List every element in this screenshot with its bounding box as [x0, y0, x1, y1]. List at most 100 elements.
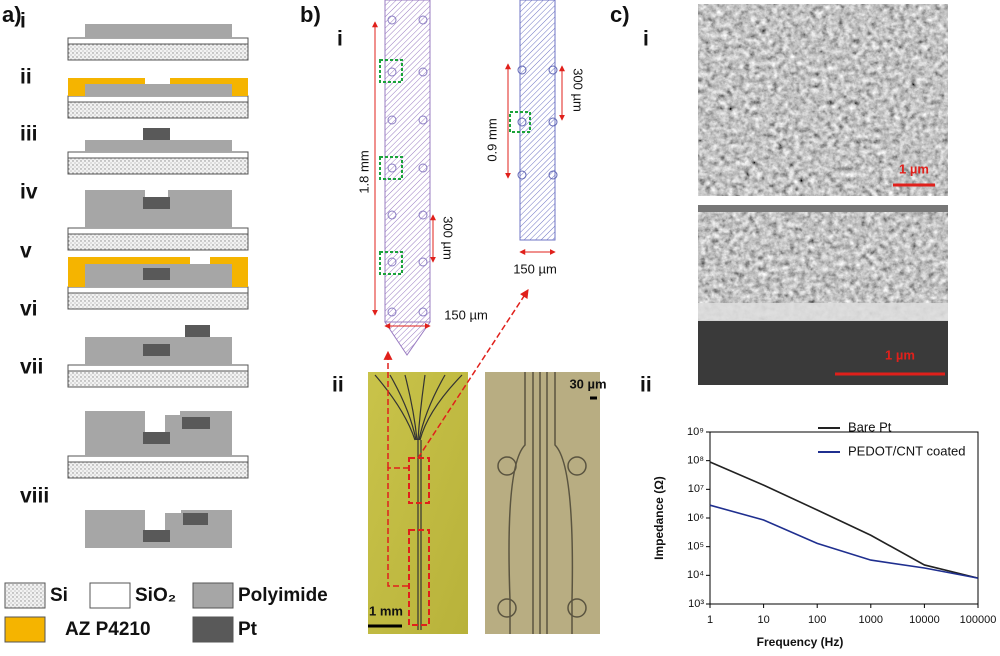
step-label: i [20, 10, 26, 33]
platinum [143, 530, 170, 542]
x-tick-label: 100000 [960, 614, 997, 626]
platinum [143, 344, 170, 356]
opening [145, 190, 168, 197]
interface-layer [698, 303, 948, 321]
polyimide [85, 140, 232, 152]
legend-swatch [192, 582, 234, 609]
panel-b: b) i 1.8 mm 300 µm 150 µm 0.9 mm 300 µm [300, 0, 607, 634]
platinum [143, 432, 170, 444]
panel-label: a) [2, 2, 22, 27]
platinum [185, 325, 210, 337]
platinum [143, 128, 170, 140]
legend-swatch [4, 616, 46, 643]
probe-shaft [384, 0, 431, 323]
x-tick-label: 1 [707, 614, 713, 626]
scale-label: 1 µm [885, 347, 915, 362]
panel-label: b) [300, 2, 321, 27]
legend-swatch [4, 582, 46, 609]
platinum [143, 268, 170, 280]
opening [145, 78, 170, 84]
si-substrate [67, 461, 249, 479]
opening [145, 510, 165, 530]
opening [165, 510, 181, 513]
legend-label: Si [50, 585, 68, 606]
dimension-label: 0.9 mm [484, 118, 499, 161]
step-label: vi [20, 298, 38, 321]
coating-cross-section [698, 212, 948, 320]
panel-label: c) [610, 2, 630, 27]
x-tick-label: 10000 [909, 614, 940, 626]
series-line [709, 504, 979, 579]
highlight-box [379, 59, 403, 275]
connector [417, 289, 529, 459]
highlight-box [408, 457, 430, 504]
x-tick-label: 10 [757, 614, 769, 626]
sio2-layer [67, 37, 249, 45]
opening [145, 411, 165, 432]
legend-label: AZ P4210 [65, 619, 151, 640]
sio2-layer [67, 227, 249, 235]
si-substrate [67, 101, 249, 119]
legend-swatch [89, 582, 131, 609]
electrode-sites [387, 15, 428, 317]
y-tick-label: 10³ [688, 598, 704, 610]
dimension-label: 150 µm [444, 307, 488, 322]
x-axis-title: Frequency (Hz) [757, 635, 844, 649]
opening [190, 257, 210, 264]
panel-c: c) i 1 µm 1 µm ii Frequency (Hz) Impedan… [610, 2, 996, 649]
dimension-label: 300 µm [571, 68, 586, 112]
sio2-layer [67, 151, 249, 159]
si-substrate [67, 370, 249, 388]
step-label: iii [20, 123, 38, 146]
scale-label: 1 mm [369, 603, 403, 618]
probe-traces [374, 374, 463, 630]
electrode-sites [517, 65, 558, 180]
scale-label: 1 µm [899, 161, 929, 176]
legend-label: Polyimide [238, 585, 328, 606]
legend-label: SiO₂ [135, 585, 176, 606]
micrograph [485, 372, 600, 634]
si-substrate [67, 43, 249, 61]
step-label: v [20, 240, 32, 263]
y-tick-label: 10⁸ [687, 455, 704, 467]
subpanel-label: i [337, 28, 343, 51]
opening [165, 411, 180, 415]
highlight-box [408, 529, 430, 626]
dimension-label: 150 µm [513, 261, 557, 276]
y-axis-title: Impedance (Ω) [652, 476, 666, 560]
sem-image [698, 4, 948, 196]
dimension-label: 1.8 mm [356, 150, 371, 193]
sio2-layer [67, 95, 249, 103]
step-label: vii [20, 356, 43, 379]
x-tick-label: 100 [808, 614, 826, 626]
probe-traces [497, 372, 587, 634]
step-label: viii [20, 485, 49, 508]
probe-tip [384, 321, 431, 356]
platinum [183, 513, 208, 525]
step-label: iv [20, 181, 38, 204]
y-tick-label: 10⁵ [687, 541, 704, 553]
subpanel-label: ii [640, 374, 652, 397]
dimension-label: 300 µm [441, 216, 456, 260]
series-line [709, 461, 979, 579]
subpanel-label: ii [332, 374, 344, 397]
legend-label: PEDOT/CNT coated [848, 443, 966, 458]
polyimide [85, 84, 232, 96]
y-tick-label: 10⁴ [687, 569, 704, 581]
platinum [143, 197, 170, 209]
y-tick-label: 10⁹ [687, 426, 704, 438]
sio2-layer [67, 455, 249, 463]
si-substrate [67, 292, 249, 310]
sio2-layer [67, 286, 249, 294]
subpanel-label: i [643, 28, 649, 51]
si-substrate [67, 157, 249, 175]
sio2-layer [67, 364, 249, 372]
polyimide [85, 24, 232, 38]
platinum [182, 417, 210, 429]
legend-label: Bare Pt [848, 419, 892, 434]
y-tick-label: 10⁶ [687, 512, 704, 524]
si-substrate [67, 233, 249, 251]
legend-swatch [192, 616, 234, 643]
